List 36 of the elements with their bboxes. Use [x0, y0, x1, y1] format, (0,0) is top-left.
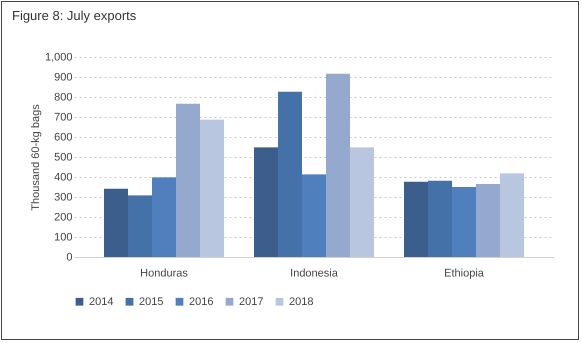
y-tick-label: 500	[54, 152, 72, 164]
legend-label: 2015	[139, 296, 164, 308]
y-tick-label: 100	[54, 232, 72, 244]
x-tick-label: Honduras	[140, 268, 188, 280]
legend-label: 2018	[289, 296, 314, 308]
bar	[500, 173, 524, 257]
y-tick-label: 200	[54, 212, 72, 224]
bar	[404, 182, 428, 257]
y-tick-label: 300	[54, 192, 72, 204]
y-tick-label: 900	[54, 72, 72, 84]
y-tick-label: 800	[54, 92, 72, 104]
legend-label: 2017	[239, 296, 264, 308]
bar	[152, 177, 176, 257]
chart-title: Figure 8: July exports	[12, 8, 137, 23]
y-tick-label: 400	[54, 172, 72, 184]
bar	[104, 188, 128, 257]
bar	[350, 147, 374, 257]
y-axis-title: Thousand 60-kg bags	[30, 104, 42, 211]
y-tick-label: 600	[54, 132, 72, 144]
y-tick-label: 700	[54, 112, 72, 124]
x-tick-label: Indonesia	[290, 268, 339, 280]
bar	[128, 195, 152, 257]
bar	[326, 74, 350, 257]
legend-label: 2016	[189, 296, 214, 308]
bar	[452, 187, 476, 257]
bar	[254, 147, 278, 257]
bar	[200, 120, 224, 257]
bar	[176, 104, 200, 257]
bar	[428, 180, 452, 257]
x-tick-label: Ethiopia	[444, 268, 485, 280]
legend-label: 2014	[89, 296, 114, 308]
y-tick-label: 0	[66, 252, 72, 264]
bar	[278, 92, 302, 257]
bar	[302, 174, 326, 257]
y-tick-label: 1,000	[44, 52, 72, 64]
bar	[476, 184, 500, 257]
